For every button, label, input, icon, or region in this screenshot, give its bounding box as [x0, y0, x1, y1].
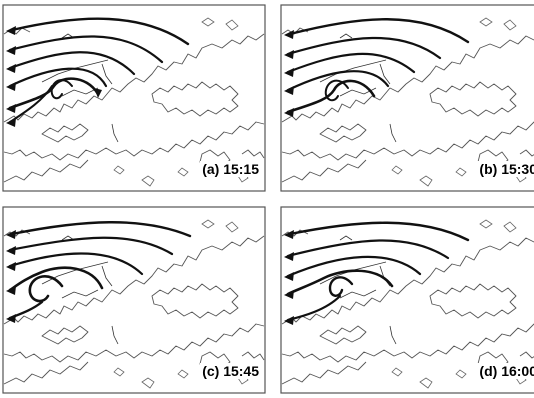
map-panel-b: (b) 15:30	[280, 4, 534, 193]
panel-label: (a) 15:15	[200, 161, 261, 177]
panel-label: (c) 15:45	[200, 363, 261, 379]
map-panel-a: (a) 15:15	[2, 4, 267, 193]
map-panel-d: (d) 16:00	[280, 206, 534, 395]
streamline-map	[2, 4, 266, 192]
panel-label: (d) 16:00	[477, 363, 534, 379]
panel-label: (b) 15:30	[477, 161, 534, 177]
streamline-map	[280, 206, 534, 394]
map-panel-c: (c) 15:45	[2, 206, 267, 395]
streamline-map	[280, 4, 534, 192]
streamline-map	[2, 206, 266, 394]
